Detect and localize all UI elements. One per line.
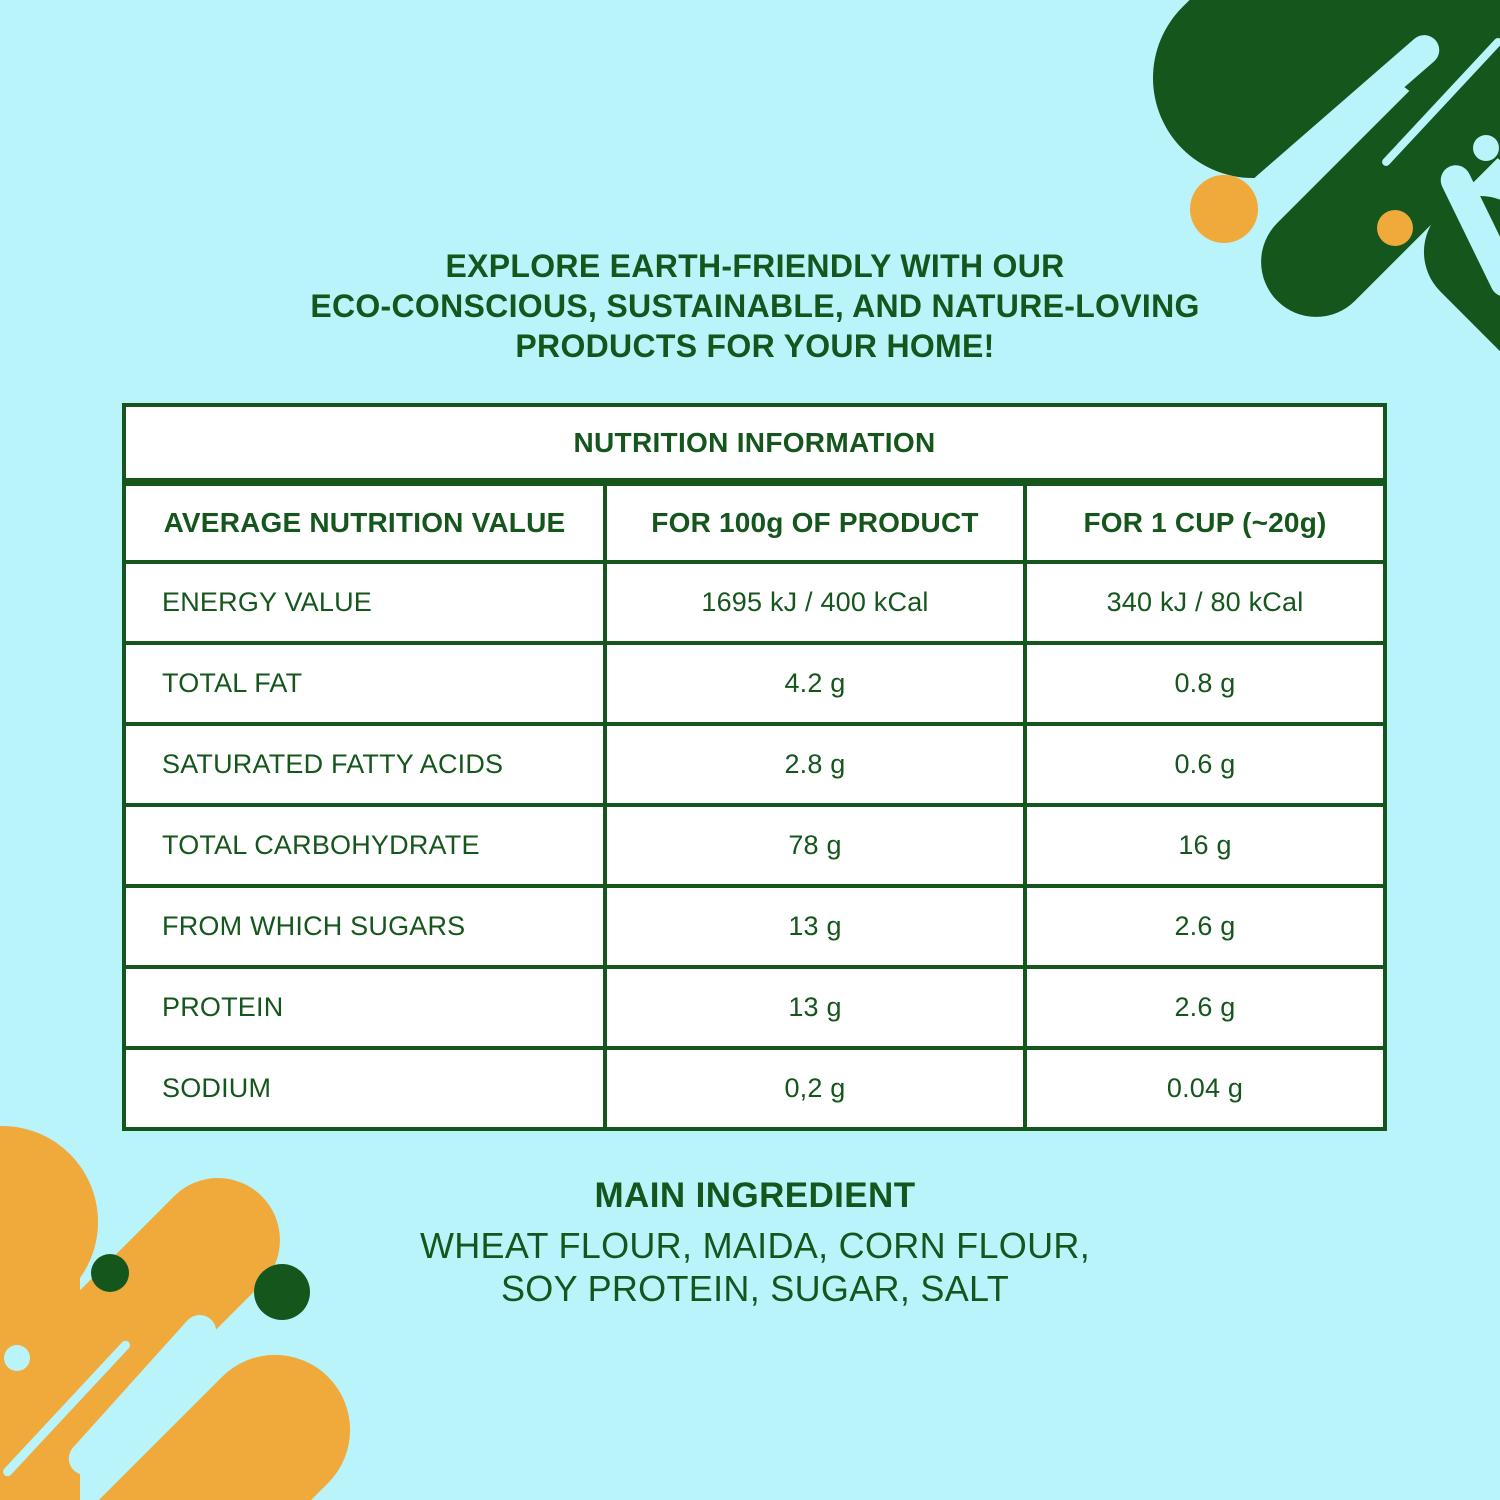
col-header-nutrient: AVERAGE NUTRITION VALUE bbox=[122, 480, 607, 564]
col-header-per-100g: FOR 100g OF PRODUCT bbox=[603, 480, 1027, 564]
nutrition-table-wrap: NUTRITION INFORMATION AVERAGE NUTRITION … bbox=[122, 403, 1387, 1131]
main-ingredient-title: MAIN INGREDIENT bbox=[594, 1176, 916, 1215]
value-per-cup-cell: 340 kJ / 80 kCal bbox=[1023, 560, 1387, 645]
tagline-line-1: EXPLORE EARTH-FRIENDLY WITH OUR bbox=[445, 248, 1065, 284]
ingredient-line-1: WHEAT FLOUR, MAIDA, CORN FLOUR, bbox=[419, 1225, 1090, 1266]
table-title: NUTRITION INFORMATION bbox=[122, 403, 1387, 486]
value-per-100g-cell: 4.2 g bbox=[603, 641, 1027, 726]
ingredient-list: WHEAT FLOUR, MAIDA, CORN FLOUR, SOY PROT… bbox=[0, 1224, 1500, 1310]
tagline-line-2: ECO-CONSCIOUS, SUSTAINABLE, AND NATURE-L… bbox=[310, 288, 1200, 324]
orange-dots-top-right bbox=[1190, 175, 1413, 246]
row-label-cell: TOTAL CARBOHYDRATE bbox=[122, 803, 607, 888]
table-row: FROM WHICH SUGARS 13 g 2.6 g bbox=[122, 884, 1387, 969]
value-per-cup-cell: 0.8 g bbox=[1023, 641, 1387, 726]
table-row: PROTEIN 13 g 2.6 g bbox=[122, 965, 1387, 1050]
table-row: TOTAL FAT 4.2 g 0.8 g bbox=[122, 641, 1387, 726]
table-row: ENERGY VALUE 1695 kJ / 400 kCal 340 kJ / 8… bbox=[122, 560, 1387, 645]
row-label-cell: PROTEIN bbox=[122, 965, 607, 1050]
value-per-100g-cell: 2.8 g bbox=[603, 722, 1027, 807]
row-label-cell: SODIUM bbox=[122, 1046, 607, 1131]
value-per-cup-cell: 0.6 g bbox=[1023, 722, 1387, 807]
tagline-line-3: PRODUCTS FOR YOUR HOME! bbox=[515, 328, 995, 364]
value-per-100g-cell: 1695 kJ / 400 kCal bbox=[603, 560, 1027, 645]
col-header-per-cup: FOR 1 CUP (~20g) bbox=[1023, 480, 1387, 564]
ingredient-line-2: SOY PROTEIN, SUGAR, SALT bbox=[501, 1268, 1009, 1309]
value-per-cup-cell: 0.04 g bbox=[1023, 1046, 1387, 1131]
table-row: TOTAL CARBOHYDRATE 78 g 16 g bbox=[122, 803, 1387, 888]
tagline: EXPLORE EARTH-FRIENDLY WITH OUR ECO-CONS… bbox=[0, 246, 1500, 366]
nutrition-table: NUTRITION INFORMATION AVERAGE NUTRITION … bbox=[122, 403, 1387, 1131]
table-row: SODIUM 0,2 g 0.04 g bbox=[122, 1046, 1387, 1131]
blob-top-right-cutouts bbox=[1250, 35, 1500, 297]
value-per-cup-cell: 16 g bbox=[1023, 803, 1387, 888]
value-per-100g-cell: 0,2 g bbox=[603, 1046, 1027, 1131]
value-per-100g-cell: 13 g bbox=[603, 965, 1027, 1050]
green-dots-bottom-left bbox=[91, 1254, 310, 1320]
table-row: SATURATED FATTY ACIDS 2.8 g 0.6 g bbox=[122, 722, 1387, 807]
blob-bottom-left-cutouts bbox=[3, 1314, 217, 1477]
row-label-cell: TOTAL FAT bbox=[122, 641, 607, 726]
value-per-cup-cell: 2.6 g bbox=[1023, 884, 1387, 969]
row-label-cell: SATURATED FATTY ACIDS bbox=[122, 722, 607, 807]
value-per-cup-cell: 2.6 g bbox=[1023, 965, 1387, 1050]
row-label-cell: ENERGY VALUE bbox=[122, 560, 607, 645]
blob-bottom-left bbox=[0, 1126, 351, 1500]
value-per-100g-cell: 13 g bbox=[603, 884, 1027, 969]
row-label-cell: FROM WHICH SUGARS bbox=[122, 884, 607, 969]
table-body: ENERGY VALUE 1695 kJ / 400 kCal 340 kJ / 8… bbox=[122, 560, 1387, 1131]
value-per-100g-cell: 78 g bbox=[603, 803, 1027, 888]
